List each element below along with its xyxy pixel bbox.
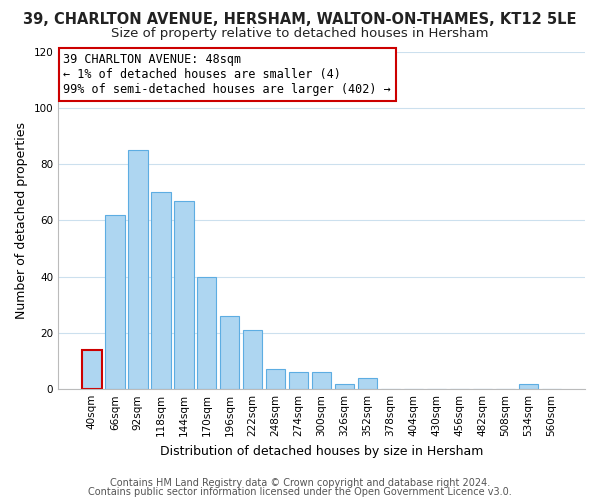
Bar (312, 372, 331, 389)
Bar (243, 330, 262, 389)
Text: 39, CHARLTON AVENUE, HERSHAM, WALTON-ON-THAMES, KT12 5LE: 39, CHARLTON AVENUE, HERSHAM, WALTON-ON-… (23, 12, 577, 28)
Text: Contains HM Land Registry data © Crown copyright and database right 2024.: Contains HM Land Registry data © Crown c… (110, 478, 490, 488)
Text: Size of property relative to detached houses in Hersham: Size of property relative to detached ho… (111, 28, 489, 40)
Bar (518, 384, 538, 389)
Y-axis label: Number of detached properties: Number of detached properties (15, 122, 28, 319)
Bar (335, 384, 355, 389)
Bar (105, 214, 125, 389)
Bar (358, 378, 377, 389)
Text: Contains public sector information licensed under the Open Government Licence v3: Contains public sector information licen… (88, 487, 512, 497)
Bar (82, 350, 101, 389)
Bar (151, 192, 170, 389)
X-axis label: Distribution of detached houses by size in Hersham: Distribution of detached houses by size … (160, 444, 483, 458)
Bar (128, 150, 148, 389)
Bar (220, 316, 239, 389)
Bar (174, 200, 194, 389)
Text: 39 CHARLTON AVENUE: 48sqm
← 1% of detached houses are smaller (4)
99% of semi-de: 39 CHARLTON AVENUE: 48sqm ← 1% of detach… (64, 53, 391, 96)
Bar (289, 372, 308, 389)
Bar (266, 370, 286, 389)
Bar (197, 276, 217, 389)
